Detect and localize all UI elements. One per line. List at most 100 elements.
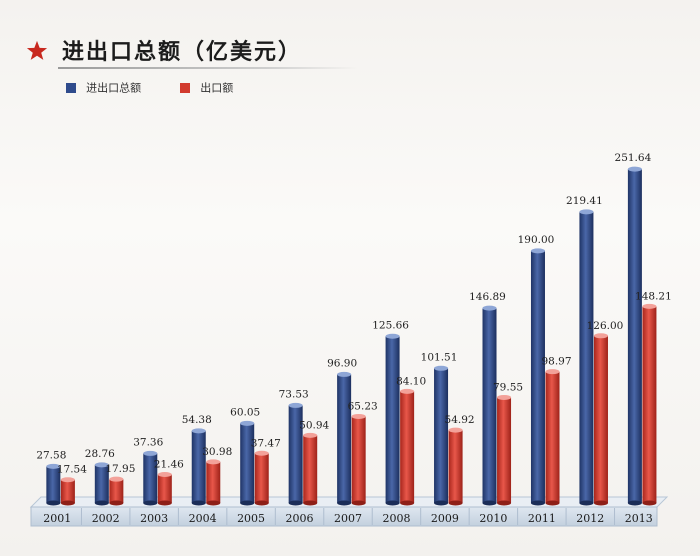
export-value-label: 84.10 — [396, 375, 426, 387]
total-bar-cap — [288, 402, 303, 408]
export-bar-cap — [545, 369, 560, 375]
total-value-label: 73.53 — [279, 388, 309, 400]
total-bar-6 — [337, 371, 352, 506]
total-value-label: 96.90 — [327, 357, 357, 369]
total-bar-base — [191, 500, 206, 506]
export-bar-body — [400, 391, 415, 503]
total-bar-base — [579, 500, 594, 506]
total-bar-body — [46, 466, 61, 503]
export-bar-cap — [254, 450, 269, 456]
total-bar-12 — [627, 166, 642, 506]
x-tick-label: 2006 — [286, 512, 314, 525]
x-tick-label: 2009 — [431, 512, 459, 525]
export-bar-base — [303, 500, 318, 506]
export-bar-base — [545, 500, 560, 506]
export-value-label: 126.00 — [587, 320, 624, 332]
total-bar-cap — [240, 420, 255, 426]
total-bar-7 — [385, 333, 400, 506]
total-bar-base — [434, 500, 449, 506]
legend-item-total: 进出口总额 — [66, 77, 141, 96]
total-bar-cap — [530, 248, 545, 254]
total-bar-base — [46, 500, 61, 506]
export-bar-body — [593, 335, 608, 503]
export-bar-12 — [642, 303, 657, 506]
export-bar-body — [303, 435, 318, 503]
total-bar-base — [385, 500, 400, 506]
total-bar-base — [240, 500, 255, 506]
export-bar-base — [254, 500, 269, 506]
total-bar-5 — [288, 402, 303, 506]
total-bar-cap — [337, 371, 352, 377]
total-bar-4 — [240, 420, 255, 506]
total-value-label: 60.05 — [230, 406, 260, 418]
total-bar-cap — [627, 166, 642, 172]
total-bar-body — [627, 169, 642, 503]
total-bar-cap — [191, 428, 206, 434]
export-bar-body — [60, 479, 75, 503]
total-bar-body — [143, 453, 158, 503]
export-bar-cap — [400, 388, 415, 394]
export-value-label: 98.97 — [541, 356, 571, 368]
x-tick-label: 2012 — [576, 512, 604, 525]
export-value-label: 30.98 — [202, 446, 232, 458]
total-value-label: 251.64 — [615, 152, 652, 164]
export-bar-4 — [254, 450, 269, 506]
total-bar-body — [240, 423, 255, 503]
x-tick-label: 2001 — [43, 512, 71, 525]
star-icon — [26, 40, 48, 60]
export-bar-cap — [497, 394, 512, 400]
export-bar-base — [497, 500, 512, 506]
export-value-label: 37.47 — [251, 437, 281, 449]
total-value-label: 54.38 — [182, 414, 212, 426]
x-tick-label: 2003 — [140, 512, 168, 525]
total-bar-base — [627, 500, 642, 506]
x-tick-label: 2005 — [237, 512, 265, 525]
total-bar-11 — [579, 209, 594, 506]
export-value-label: 79.55 — [493, 381, 523, 393]
legend-swatch-export — [180, 82, 191, 93]
x-tick-label: 2008 — [382, 512, 410, 525]
export-bar-body — [254, 453, 269, 503]
total-value-label: 28.76 — [85, 448, 115, 460]
total-bar-body — [434, 368, 449, 503]
export-bar-body — [351, 416, 366, 503]
chart-legend: 进出口总额 出口额 — [66, 76, 267, 95]
export-bar-base — [206, 500, 221, 506]
export-bar-body — [642, 306, 657, 503]
x-tick-label: 2010 — [479, 512, 507, 525]
total-bar-2 — [143, 450, 158, 506]
total-bar-body — [191, 430, 206, 503]
chart-title: 进出口总额（亿美元） — [62, 40, 303, 65]
legend-item-export: 出口额 — [180, 77, 233, 96]
total-bar-base — [530, 500, 545, 506]
legend-label-total: 进出口总额 — [86, 81, 142, 95]
total-bar-base — [143, 500, 158, 506]
total-bar-cap — [579, 209, 594, 215]
export-value-label: 21.46 — [154, 459, 184, 471]
export-bar-body — [157, 474, 172, 503]
export-bar-5 — [303, 432, 318, 506]
export-bar-7 — [400, 388, 415, 506]
export-bar-body — [497, 397, 512, 503]
export-bar-body — [109, 479, 124, 503]
x-tick-label: 2013 — [625, 512, 653, 525]
export-bar-9 — [497, 394, 512, 506]
legend-swatch-total — [66, 82, 76, 93]
export-value-label: 50.94 — [299, 419, 329, 431]
x-tick-label: 2011 — [528, 512, 556, 525]
export-bar-body — [206, 461, 221, 503]
total-value-label: 146.89 — [469, 291, 506, 303]
total-bar-cap — [94, 462, 109, 468]
total-bar-body — [482, 308, 497, 503]
title-underline — [58, 67, 358, 69]
export-bar-cap — [593, 333, 608, 339]
total-bar-8 — [434, 365, 449, 506]
total-value-label: 101.51 — [421, 351, 458, 363]
export-bar-cap — [303, 432, 318, 438]
export-bar-6 — [351, 413, 366, 506]
export-bar-base — [351, 500, 366, 506]
export-bar-base — [642, 500, 657, 506]
export-bar-3 — [206, 459, 221, 506]
export-bar-base — [593, 500, 608, 506]
